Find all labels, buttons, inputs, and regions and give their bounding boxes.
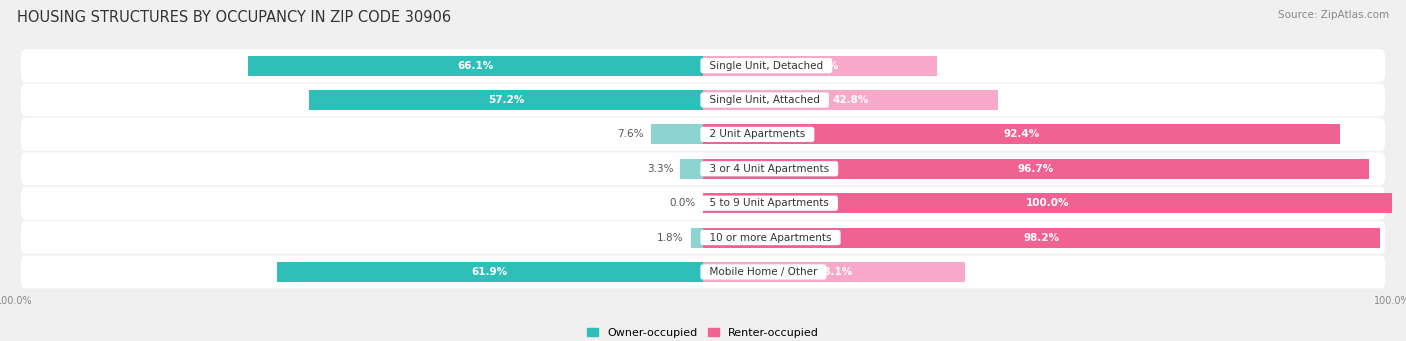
FancyBboxPatch shape: [21, 255, 1385, 288]
FancyBboxPatch shape: [21, 118, 1385, 151]
Text: 10 or more Apartments: 10 or more Apartments: [703, 233, 838, 242]
Text: 61.9%: 61.9%: [471, 267, 508, 277]
Bar: [247, 56, 703, 76]
Bar: [690, 227, 703, 248]
Text: 3.3%: 3.3%: [647, 164, 673, 174]
Legend: Owner-occupied, Renter-occupied: Owner-occupied, Renter-occupied: [582, 324, 824, 341]
Text: Mobile Home / Other: Mobile Home / Other: [703, 267, 824, 277]
Bar: [703, 262, 966, 282]
Text: 1.8%: 1.8%: [657, 233, 683, 242]
Text: 2 Unit Apartments: 2 Unit Apartments: [703, 130, 811, 139]
Bar: [703, 56, 938, 76]
Text: 100.0%: 100.0%: [1026, 198, 1069, 208]
Text: 92.4%: 92.4%: [1002, 130, 1039, 139]
FancyBboxPatch shape: [21, 84, 1385, 117]
Text: Single Unit, Attached: Single Unit, Attached: [703, 95, 827, 105]
FancyBboxPatch shape: [21, 221, 1385, 254]
Text: 38.1%: 38.1%: [815, 267, 852, 277]
Bar: [681, 159, 703, 179]
Text: Source: ZipAtlas.com: Source: ZipAtlas.com: [1278, 10, 1389, 20]
Text: 34.0%: 34.0%: [801, 61, 838, 71]
Text: 7.6%: 7.6%: [617, 130, 644, 139]
FancyBboxPatch shape: [21, 152, 1385, 185]
Bar: [703, 90, 998, 110]
Text: 57.2%: 57.2%: [488, 95, 524, 105]
Text: 66.1%: 66.1%: [457, 61, 494, 71]
Text: 5 to 9 Unit Apartments: 5 to 9 Unit Apartments: [703, 198, 835, 208]
Bar: [309, 90, 703, 110]
Text: 96.7%: 96.7%: [1018, 164, 1054, 174]
FancyBboxPatch shape: [21, 187, 1385, 220]
Text: 98.2%: 98.2%: [1024, 233, 1059, 242]
Bar: [703, 159, 1369, 179]
FancyBboxPatch shape: [21, 49, 1385, 82]
Bar: [703, 124, 1340, 144]
Text: Single Unit, Detached: Single Unit, Detached: [703, 61, 830, 71]
Text: HOUSING STRUCTURES BY OCCUPANCY IN ZIP CODE 30906: HOUSING STRUCTURES BY OCCUPANCY IN ZIP C…: [17, 10, 451, 25]
Bar: [703, 227, 1379, 248]
Text: 0.0%: 0.0%: [669, 198, 696, 208]
Text: 42.8%: 42.8%: [832, 95, 869, 105]
Bar: [703, 193, 1392, 213]
Text: 3 or 4 Unit Apartments: 3 or 4 Unit Apartments: [703, 164, 835, 174]
Bar: [277, 262, 703, 282]
Bar: [651, 124, 703, 144]
